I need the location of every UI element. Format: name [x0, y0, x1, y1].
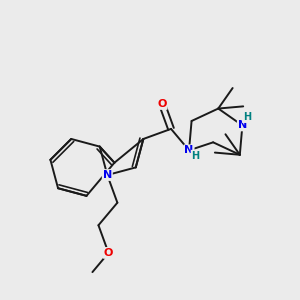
Text: N: N [238, 120, 247, 130]
Text: N: N [184, 145, 194, 155]
Text: O: O [104, 248, 113, 258]
Text: O: O [157, 99, 167, 109]
Text: H: H [243, 112, 251, 122]
Text: H: H [191, 151, 200, 160]
Text: N: N [103, 170, 112, 180]
